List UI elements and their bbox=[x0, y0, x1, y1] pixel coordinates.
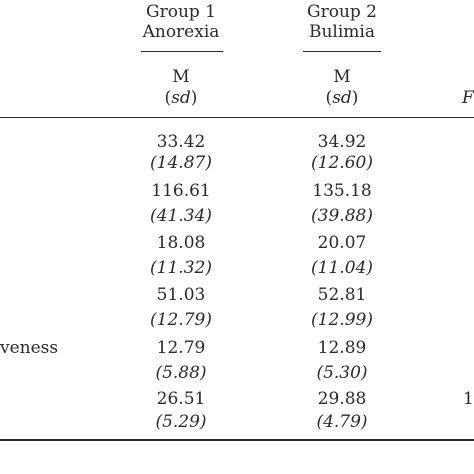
row1-g1-sd: (14.87) bbox=[150, 153, 212, 173]
row4-g1-sd: (12.79) bbox=[150, 310, 212, 330]
group2-header-underline bbox=[303, 51, 381, 52]
row2-g2-sd: (39.88) bbox=[311, 206, 373, 226]
row6-g2-mean: 29.88 bbox=[317, 389, 367, 409]
group2-sd-text: sd bbox=[332, 88, 352, 108]
group1-mean-label: M bbox=[172, 67, 190, 87]
group2-number-header: Group 2 bbox=[307, 2, 377, 22]
header-bottom-rule bbox=[0, 117, 474, 118]
group1-header-underline bbox=[141, 51, 223, 52]
row3-g2-mean: 20.07 bbox=[317, 233, 367, 253]
row5-g1-sd: (5.88) bbox=[155, 363, 207, 383]
row6-g2-sd: (4.79) bbox=[316, 412, 368, 432]
row3-g2-sd: (11.04) bbox=[311, 258, 373, 278]
row2-g1-mean: 116.61 bbox=[151, 181, 211, 201]
row1-g1-mean: 33.42 bbox=[156, 132, 206, 152]
row4-g1-mean: 51.03 bbox=[156, 285, 206, 305]
table-bottom-rule bbox=[0, 439, 474, 441]
row6-g1-mean: 26.51 bbox=[156, 389, 206, 409]
group2-sd-label: (sd) bbox=[325, 88, 359, 108]
row5-g2-sd: (5.30) bbox=[316, 363, 368, 383]
row2-g1-sd: (41.34) bbox=[150, 206, 212, 226]
row5-g1-mean: 12.79 bbox=[156, 338, 206, 358]
row6-f-partial: 1 bbox=[463, 389, 474, 409]
group2-name-header: Bulimia bbox=[308, 22, 376, 42]
row4-g2-sd: (12.99) bbox=[311, 310, 373, 330]
f-column-header-partial: F bbox=[462, 88, 474, 108]
row1-g2-sd: (12.60) bbox=[311, 153, 373, 173]
row1-g2-mean: 34.92 bbox=[317, 132, 367, 152]
row3-g1-mean: 18.08 bbox=[156, 233, 206, 253]
group1-number-header: Group 1 bbox=[146, 2, 216, 22]
row5-g2-mean: 12.89 bbox=[317, 338, 367, 358]
group1-name-header: Anorexia bbox=[142, 22, 220, 42]
row2-g2-mean: 135.18 bbox=[312, 181, 372, 201]
group1-sd-label: (sd) bbox=[164, 88, 198, 108]
group1-sd-text: sd bbox=[171, 88, 191, 108]
row5-label-partial: veness bbox=[0, 338, 59, 358]
row4-g2-mean: 52.81 bbox=[317, 285, 367, 305]
group2-mean-label: M bbox=[333, 67, 351, 87]
row6-g1-sd: (5.29) bbox=[155, 412, 207, 432]
row3-g1-sd: (11.32) bbox=[150, 258, 212, 278]
